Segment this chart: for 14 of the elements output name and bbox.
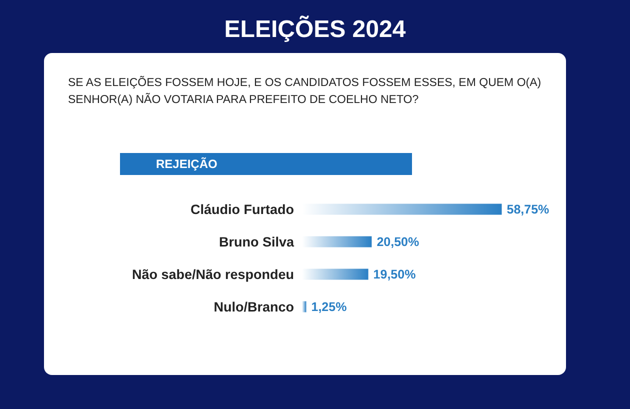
y-tick-label: Cláudio Furtado <box>190 202 294 217</box>
bar <box>302 236 372 248</box>
data-label: 20,50% <box>376 234 420 249</box>
y-tick-label: Não sabe/Não respondeu <box>132 266 294 282</box>
bar <box>302 301 306 312</box>
chart-subtitle: SE AS ELEIÇÕES FOSSEM HOJE, E OS CANDIDATOS FOSSEM ESSES, EM QUEM O(A) SENHOR(A) NÃO VOTARIA PARA PREFEITO DE COELHO NETO? <box>68 75 542 108</box>
text: REJEIÇÃO <box>120 153 412 175</box>
bar <box>302 268 368 280</box>
data-label: 19,50% <box>373 267 416 282</box>
y-tick-label: Bruno Silva <box>218 234 294 250</box>
y-tick-label: Nulo/Branco <box>214 299 294 314</box>
chart-title: ELEIÇÕES 2024 <box>223 16 407 44</box>
data-label: 1,25% <box>311 300 347 314</box>
data-label: 58,75% <box>506 202 550 216</box>
